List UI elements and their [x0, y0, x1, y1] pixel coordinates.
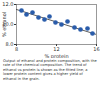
svg-text:16: 16	[93, 46, 99, 52]
svg-text:8.0: 8.0	[6, 41, 14, 47]
svg-text:8: 8	[15, 46, 18, 52]
svg-text:% protein: % protein	[44, 53, 68, 59]
svg-text:12.0: 12.0	[2, 1, 13, 7]
html-text:Output of ethanol and protein: Output of ethanol and protein compositio…	[3, 59, 97, 81]
svg-text:10.0: 10.0	[2, 21, 14, 28]
svg-text:% ethanol: % ethanol	[1, 12, 7, 37]
svg-text:12: 12	[53, 46, 59, 52]
